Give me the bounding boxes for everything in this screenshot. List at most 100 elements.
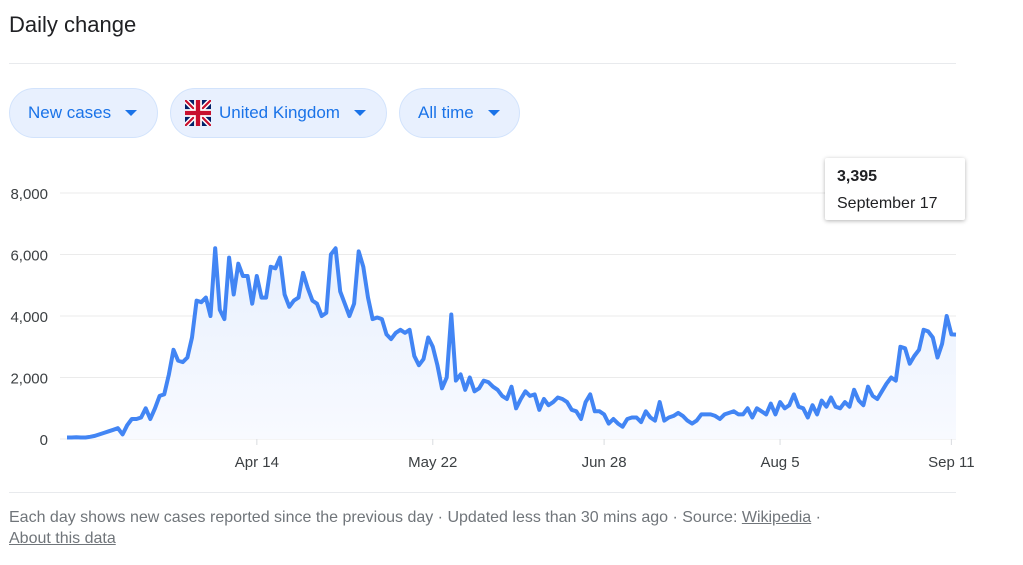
x-tick-label: Jun 28 [582, 454, 627, 471]
data-point [727, 411, 731, 415]
data-point [88, 435, 92, 439]
data-point [97, 432, 101, 436]
data-point [514, 406, 518, 410]
data-point [398, 328, 402, 332]
data-point [185, 356, 189, 360]
data-point [380, 317, 384, 321]
data-point [690, 422, 694, 426]
data-point [685, 419, 689, 423]
data-point [259, 296, 263, 300]
data-point [722, 412, 726, 416]
data-point [597, 409, 601, 413]
data-point [667, 415, 671, 419]
data-point [848, 405, 852, 409]
data-point [347, 314, 351, 318]
data-point [630, 415, 634, 419]
data-point [843, 400, 847, 404]
source-link[interactable]: Wikipedia [741, 509, 812, 526]
data-point [570, 408, 574, 412]
region-label: United Kingdom [219, 103, 340, 122]
data-point [607, 422, 611, 426]
data-point [834, 405, 838, 409]
y-tick-label: 4,000 [10, 309, 48, 326]
range-dropdown[interactable]: All time [399, 88, 520, 138]
data-point [815, 412, 819, 416]
data-point [801, 406, 805, 410]
data-point [732, 409, 736, 413]
data-point [158, 394, 162, 398]
data-point [199, 300, 203, 304]
data-point [931, 336, 935, 340]
data-point [769, 402, 773, 406]
data-point [93, 434, 97, 438]
data-point [250, 302, 254, 306]
divider [9, 492, 956, 493]
data-point [824, 405, 828, 409]
y-tick-label: 2,000 [10, 371, 48, 388]
data-point [352, 302, 356, 306]
about-data-link[interactable]: About this data [9, 530, 116, 547]
data-point [718, 417, 722, 421]
data-point [704, 412, 708, 416]
data-point [510, 385, 514, 389]
data-point [440, 386, 444, 390]
data-point [195, 299, 199, 303]
data-point [403, 331, 407, 335]
data-point [148, 417, 152, 421]
metric-dropdown[interactable]: New cases [9, 88, 158, 138]
data-point [672, 414, 676, 418]
data-point [297, 296, 301, 300]
data-point [153, 406, 157, 410]
data-point [343, 302, 347, 306]
data-point [551, 400, 555, 404]
data-point [829, 395, 833, 399]
data-point [449, 312, 453, 316]
data-point [389, 337, 393, 341]
data-point [232, 292, 236, 296]
y-tick-label: 6,000 [10, 248, 48, 265]
data-point [760, 409, 764, 413]
data-point [871, 394, 875, 398]
data-point [875, 397, 879, 401]
data-point [792, 392, 796, 396]
daily-cases-chart[interactable]: 0 2,000 4,000 6,000 8,000 Apr 14 May 22 Jun 28 A… [0, 150, 1023, 480]
data-point [945, 314, 949, 318]
chart-tooltip: 3,395 September 17 [825, 158, 965, 220]
data-point [482, 379, 486, 383]
data-point [658, 400, 662, 404]
data-point [357, 249, 361, 253]
footer-text: Each day shows new cases reported since … [9, 509, 742, 526]
data-point [709, 412, 713, 416]
data-point [283, 292, 287, 296]
data-point [787, 403, 791, 407]
data-point [648, 415, 652, 419]
y-tick-label: 8,000 [10, 186, 48, 203]
data-point [949, 332, 953, 336]
data-point [412, 354, 416, 358]
region-dropdown[interactable]: United Kingdom [170, 88, 387, 138]
data-point [616, 422, 620, 426]
data-point [162, 392, 166, 396]
data-point [236, 262, 240, 266]
data-point [320, 314, 324, 318]
data-point [903, 346, 907, 350]
tooltip-value: 3,395 [837, 168, 878, 185]
data-point [468, 376, 472, 380]
footer: Each day shows new cases reported since … [9, 507, 969, 549]
data-point [459, 372, 463, 376]
range-label: All time [418, 103, 474, 122]
data-point [394, 331, 398, 335]
data-point [894, 379, 898, 383]
data-point [857, 399, 861, 403]
data-point [255, 274, 259, 278]
data-point [315, 302, 319, 306]
data-point [264, 296, 268, 300]
data-point [329, 253, 333, 257]
data-point [639, 420, 643, 424]
data-point [181, 360, 185, 364]
data-point [269, 265, 273, 269]
data-point [806, 415, 810, 419]
data-point [477, 386, 481, 390]
data-point [861, 403, 865, 407]
data-point [574, 409, 578, 413]
